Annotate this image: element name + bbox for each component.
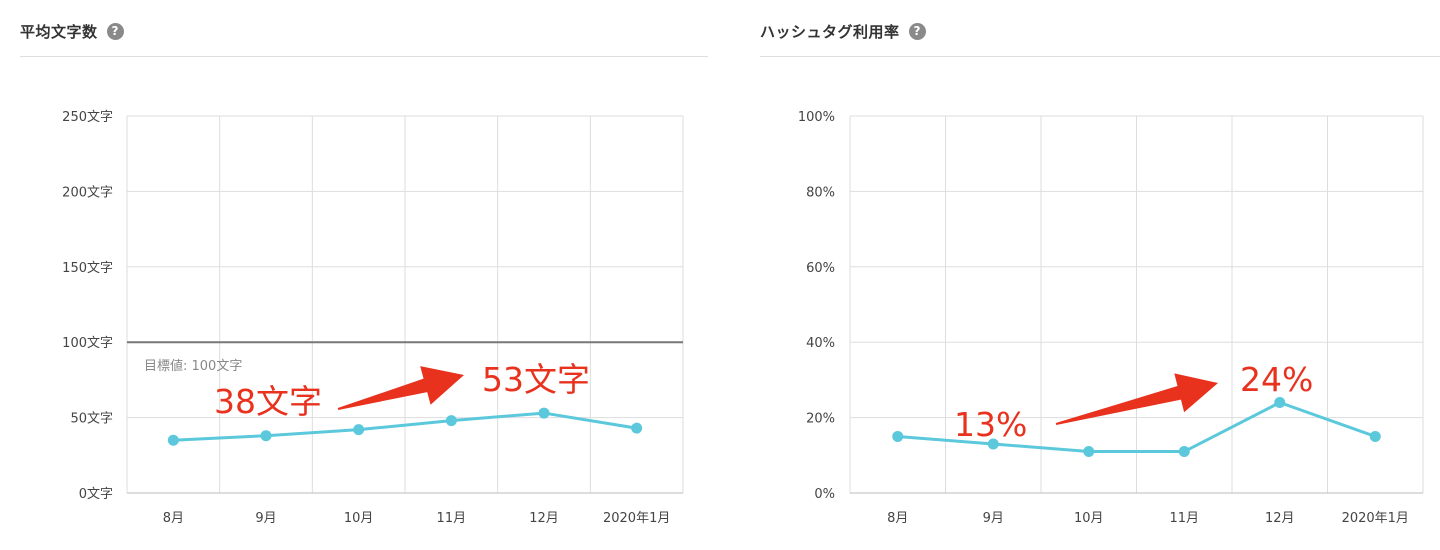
data-point [1369,430,1381,442]
hashtag-header: ハッシュタグ利用率 ? [760,18,926,44]
question-circle-icon[interactable]: ? [106,22,124,40]
y-tick-label: 250文字 [62,110,113,125]
y-tick-label: 40% [806,336,835,351]
annotation-arrow [337,366,464,410]
annotation-to-label: 53文字 [482,360,590,399]
x-tick-label: 8月 [887,511,908,526]
x-tick-label: 12月 [1265,511,1295,526]
data-point [167,434,179,446]
data-point [631,422,643,434]
y-tick-label: 60% [806,261,835,276]
data-point [445,415,457,427]
data-point [1083,446,1095,458]
y-tick-label: 0文字 [79,487,113,502]
data-point [892,430,904,442]
avg-chars-title: 平均文字数 [20,22,98,41]
data-point [260,430,272,442]
question-circle-icon[interactable]: ? [908,22,926,40]
y-tick-label: 200文字 [62,185,113,200]
data-point [353,424,365,436]
hashtag-panel: ハッシュタグ利用率 ? 0% 20% 40% 60% 80% 100% 8月 9月 10月 11月… [740,0,1440,550]
x-tick-label: 9月 [255,511,276,526]
x-tick-label: 2020年1月 [1342,511,1409,526]
target-label: 目標値: 100文字 [144,358,242,374]
annotation-arrow [1055,373,1218,425]
avg-chars-panel: 平均文字数 ? 0文字 50文字 100文字 150文字 200文字 250文字 8月 9月 1… [20,18,708,526]
data-point [987,438,999,450]
y-tick-label: 100% [798,110,835,125]
x-tick-label: 10月 [344,511,374,526]
avg-chars-chart: 0文字 50文字 100文字 150文字 200文字 250文字 8月 9月 10月 11月 12月… [62,110,684,526]
y-tick-label: 150文字 [62,261,113,276]
x-tick-label: 11月 [437,511,467,526]
x-tick-label: 2020年1月 [603,511,670,526]
avg-chars-header: 平均文字数 ? [20,18,124,44]
x-tick-label: 11月 [1169,511,1199,526]
data-point [1178,446,1190,458]
series-line [173,411,637,442]
annotation-to-label: 24% [1240,360,1313,399]
hashtag-divider [760,56,1440,57]
x-tick-label: 12月 [529,511,559,526]
annotation-from-label: 38文字 [214,382,322,421]
avg-chars-divider [20,56,708,57]
y-tick-label: 0% [814,487,835,502]
hashtag-title: ハッシュタグ利用率 [760,22,900,41]
y-tick-label: 100文字 [62,336,113,351]
y-tick-label: 50文字 [70,412,113,427]
hashtag-chart: 0% 20% 40% 60% 80% 100% 8月 9月 10月 11月 12月 2020年1月 13… [798,110,1424,526]
data-point [1274,397,1286,409]
x-tick-label: 9月 [983,511,1004,526]
data-point [538,407,550,419]
annotation-from-label: 13% [954,405,1027,444]
y-tick-label: 80% [806,185,835,200]
y-tick-label: 20% [806,412,835,427]
x-tick-label: 8月 [163,511,184,526]
series-line [897,401,1376,454]
x-tick-label: 10月 [1074,511,1104,526]
